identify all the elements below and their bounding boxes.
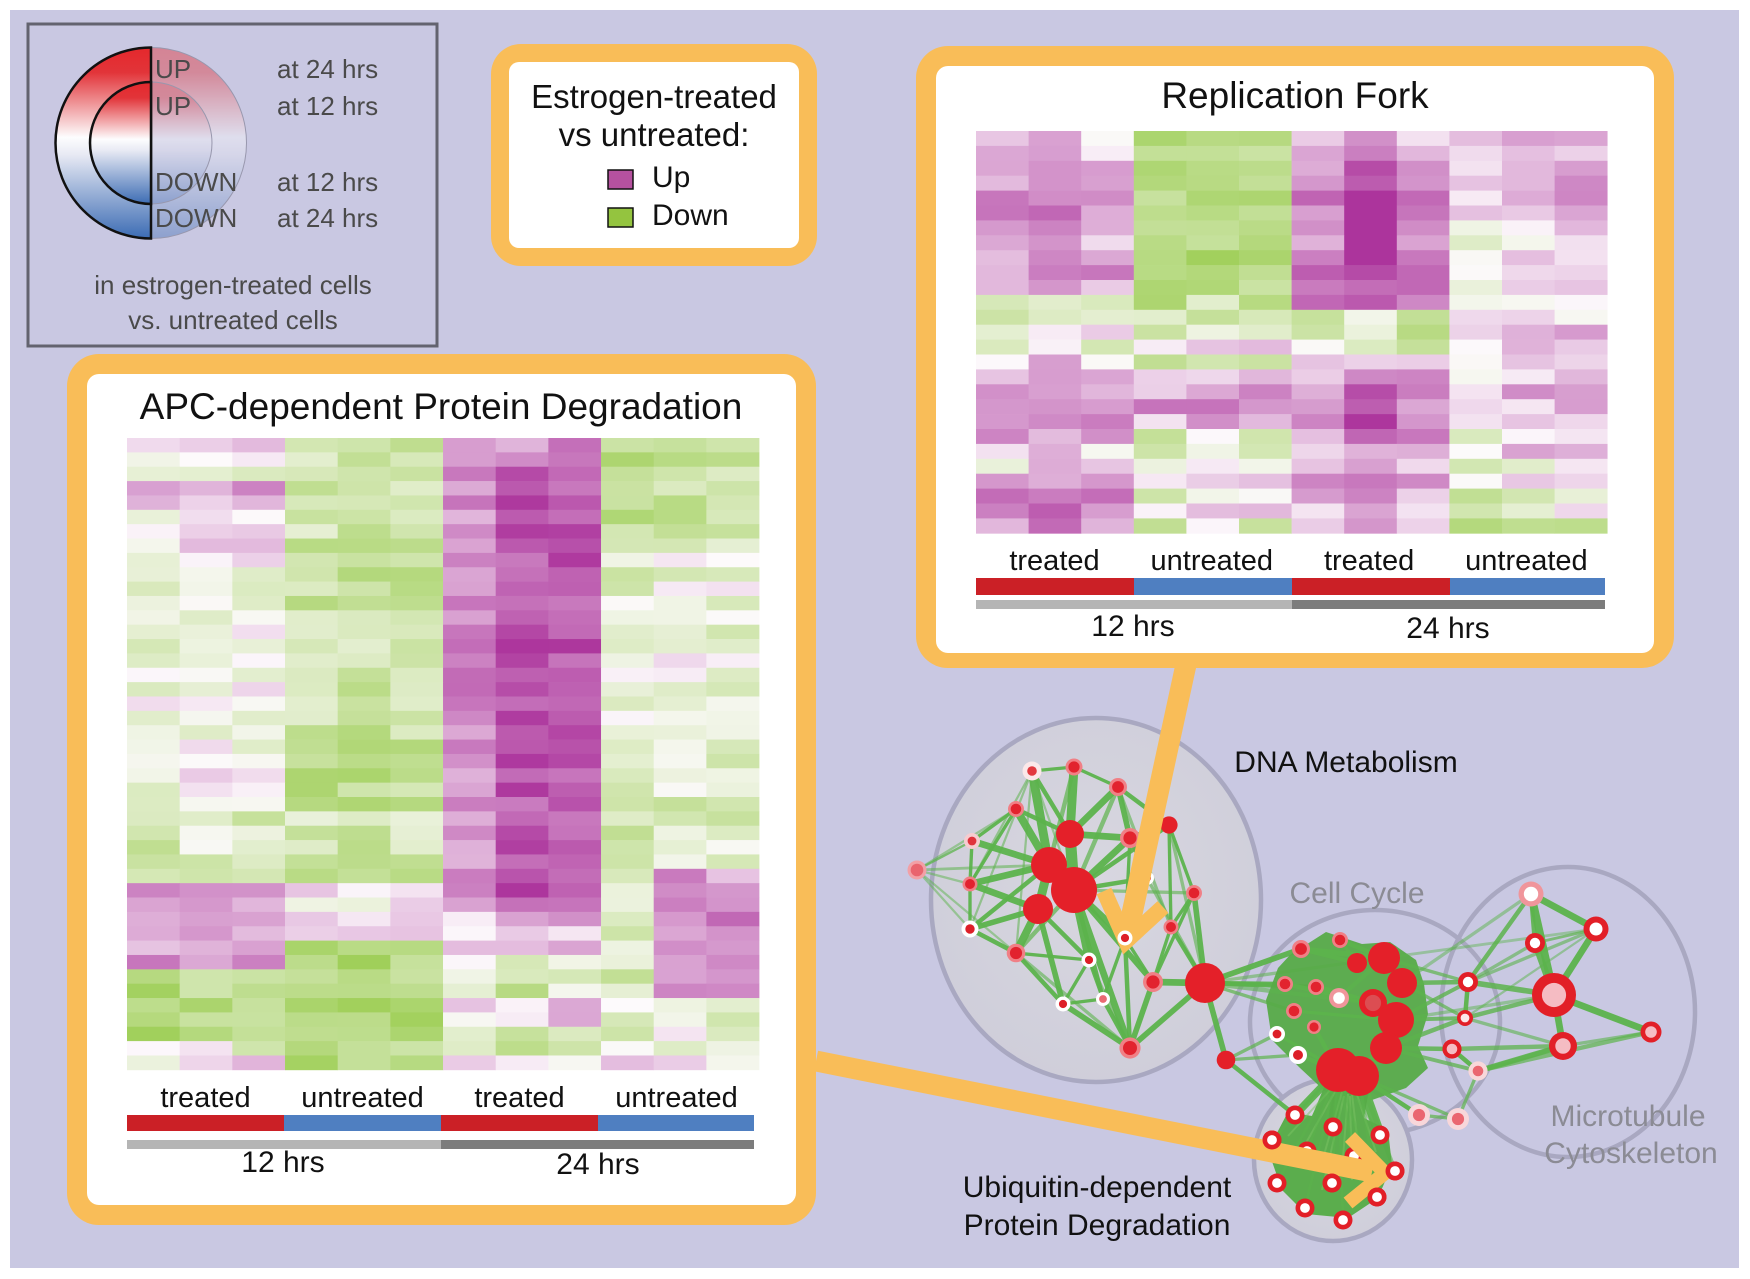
svg-text:DOWN: DOWN — [155, 203, 237, 233]
svg-text:at 24 hrs: at 24 hrs — [277, 54, 378, 84]
svg-text:treated: treated — [474, 1082, 564, 1114]
svg-text:untreated: untreated — [1465, 545, 1588, 577]
svg-text:at 12 hrs: at 12 hrs — [277, 167, 378, 197]
svg-text:treated: treated — [1009, 545, 1099, 577]
svg-text:Estrogen-treated: Estrogen-treated — [531, 78, 777, 115]
svg-text:untreated: untreated — [1151, 545, 1274, 577]
svg-text:Up: Up — [652, 161, 690, 194]
svg-text:12 hrs: 12 hrs — [241, 1146, 324, 1179]
svg-text:UP: UP — [155, 54, 191, 84]
svg-text:Ubiquitin-dependent: Ubiquitin-dependent — [963, 1171, 1232, 1204]
svg-text:APC-dependent Protein Degradat: APC-dependent Protein Degradation — [140, 386, 743, 427]
svg-text:Cell Cycle: Cell Cycle — [1289, 877, 1424, 910]
svg-text:treated: treated — [160, 1082, 250, 1114]
svg-text:at 12 hrs: at 12 hrs — [277, 91, 378, 121]
svg-text:24 hrs: 24 hrs — [1406, 612, 1489, 645]
svg-text:DOWN: DOWN — [155, 167, 237, 197]
svg-text:12 hrs: 12 hrs — [1091, 610, 1174, 643]
svg-text:treated: treated — [1324, 545, 1414, 577]
svg-text:24 hrs: 24 hrs — [556, 1148, 639, 1181]
svg-text:untreated: untreated — [615, 1082, 738, 1114]
svg-text:UP: UP — [155, 91, 191, 121]
svg-text:Replication Fork: Replication Fork — [1161, 75, 1429, 116]
svg-text:Down: Down — [652, 199, 729, 232]
svg-text:Microtubule: Microtubule — [1550, 1100, 1705, 1133]
svg-text:vs untreated:: vs untreated: — [559, 116, 750, 153]
svg-text:at 24 hrs: at 24 hrs — [277, 203, 378, 233]
svg-text:DNA Metabolism: DNA Metabolism — [1234, 746, 1457, 779]
svg-text:Cytoskeleton: Cytoskeleton — [1544, 1137, 1717, 1170]
svg-text:Protein Degradation: Protein Degradation — [964, 1209, 1231, 1242]
svg-text:vs. untreated cells: vs. untreated cells — [128, 305, 338, 335]
svg-text:untreated: untreated — [301, 1082, 424, 1114]
svg-text:in estrogen-treated cells: in estrogen-treated cells — [94, 270, 371, 300]
